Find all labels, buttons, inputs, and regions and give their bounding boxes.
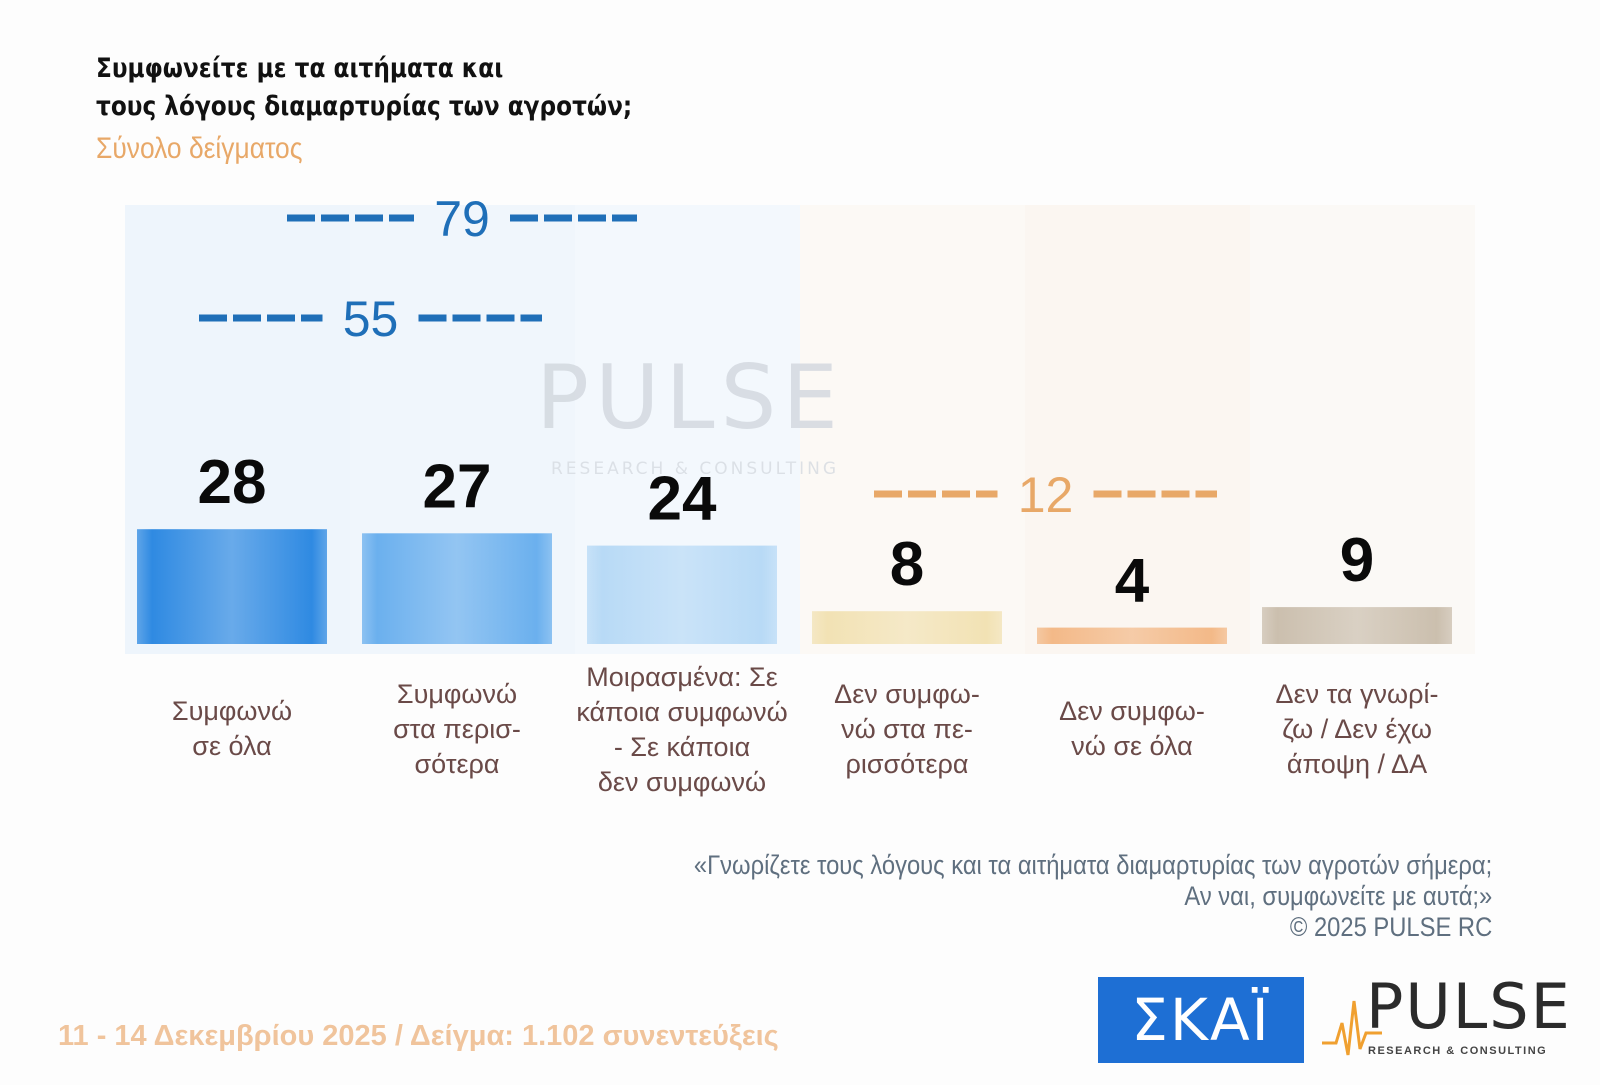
- chart-title-line: τους λόγους διαμαρτυρίας των αγροτών;: [96, 91, 633, 122]
- category-label: στα περισ-: [393, 714, 521, 744]
- watermark-word: PULSE: [536, 346, 844, 449]
- bar: [587, 545, 777, 644]
- pulse-logo-sub: RESEARCH & CONSULTING: [1368, 1045, 1548, 1057]
- pulse-logo-word: PULSE: [1366, 970, 1572, 1043]
- aggregate-brackets: 55 79 12: [199, 191, 1217, 523]
- value-label: 9: [1340, 526, 1374, 595]
- category-label: Συμφωνώ: [172, 696, 292, 726]
- category-label: κάποια συμφωνώ: [576, 697, 787, 727]
- chart-title: Συμφωνείτε με τα αιτήματα και τους λόγου…: [96, 50, 632, 126]
- note-line: «Γνωρίζετε τους λόγους και τα αιτήματα δ…: [693, 850, 1492, 880]
- bar: [1037, 627, 1227, 644]
- skai-logo: ΣΚΑΪ: [1098, 977, 1304, 1063]
- category-label: ρισσότερα: [846, 749, 969, 779]
- copyright: © 2025 PULSE RC: [1289, 912, 1492, 942]
- category-label: νώ στα πε-: [841, 714, 973, 744]
- pulse-wave-icon: [1322, 1000, 1382, 1056]
- bar: [362, 533, 552, 644]
- value-label: 24: [648, 465, 717, 534]
- aggregate-label: 79: [434, 191, 490, 247]
- category-label: νώ σε όλα: [1071, 731, 1193, 761]
- bar: [1262, 607, 1452, 644]
- column-background: [1025, 205, 1250, 654]
- column-background: [1250, 205, 1475, 654]
- column-background: [800, 205, 1025, 654]
- bar: [137, 529, 327, 644]
- survey-footer: 11 - 14 Δεκεμβρίου 2025 / Δείγμα: 1.102 …: [58, 1020, 779, 1052]
- value-label: 4: [1115, 547, 1150, 616]
- value-labels: 28 27 24 8 4 9: [198, 448, 1375, 615]
- category-label: σότερα: [415, 749, 500, 779]
- watermark-sub: RESEARCH & CONSULTING: [551, 459, 839, 479]
- bar: [812, 611, 1002, 644]
- category-label: Δεν συμφω-: [834, 679, 980, 709]
- category-label: - Σε κάποια: [614, 732, 750, 762]
- note-line: Αν ναι, συμφωνείτε με αυτά;»: [1184, 881, 1492, 911]
- category-labels: Συμφωνώ σε όλα Συμφωνώ στα περισ-σότερα Μοιρ…: [172, 662, 1439, 797]
- value-label: 8: [890, 530, 924, 599]
- bars: [137, 529, 1452, 644]
- category-label: δεν συμφωνώ: [598, 767, 766, 797]
- chart-subtitle: Σύνολο δείγματος: [96, 132, 303, 165]
- aggregate-label: 12: [1018, 467, 1074, 523]
- category-label: Δεν τα γνωρί-: [1276, 679, 1439, 709]
- category-label: Συμφωνώ: [397, 679, 517, 709]
- pulse-watermark: PULSE RESEARCH & CONSULTING: [536, 346, 844, 479]
- question-note: «Γνωρίζετε τους λόγους και τα αιτήματα δ…: [694, 850, 1492, 943]
- value-label: 28: [198, 448, 267, 517]
- pulse-logo: PULSE RESEARCH & CONSULTING: [1322, 975, 1570, 1067]
- category-label: Μοιρασμένα: Σε: [586, 662, 778, 692]
- chart-title-line: Συμφωνείτε με τα αιτήματα και: [96, 53, 504, 84]
- aggregate-label: 55: [343, 291, 399, 347]
- category-label: Δεν συμφω-: [1059, 696, 1205, 726]
- category-label: άποψη / ΔΑ: [1287, 749, 1427, 779]
- category-label: ζω / Δεν έχω: [1282, 714, 1432, 744]
- value-label: 27: [423, 452, 492, 521]
- category-label: σε όλα: [192, 731, 271, 761]
